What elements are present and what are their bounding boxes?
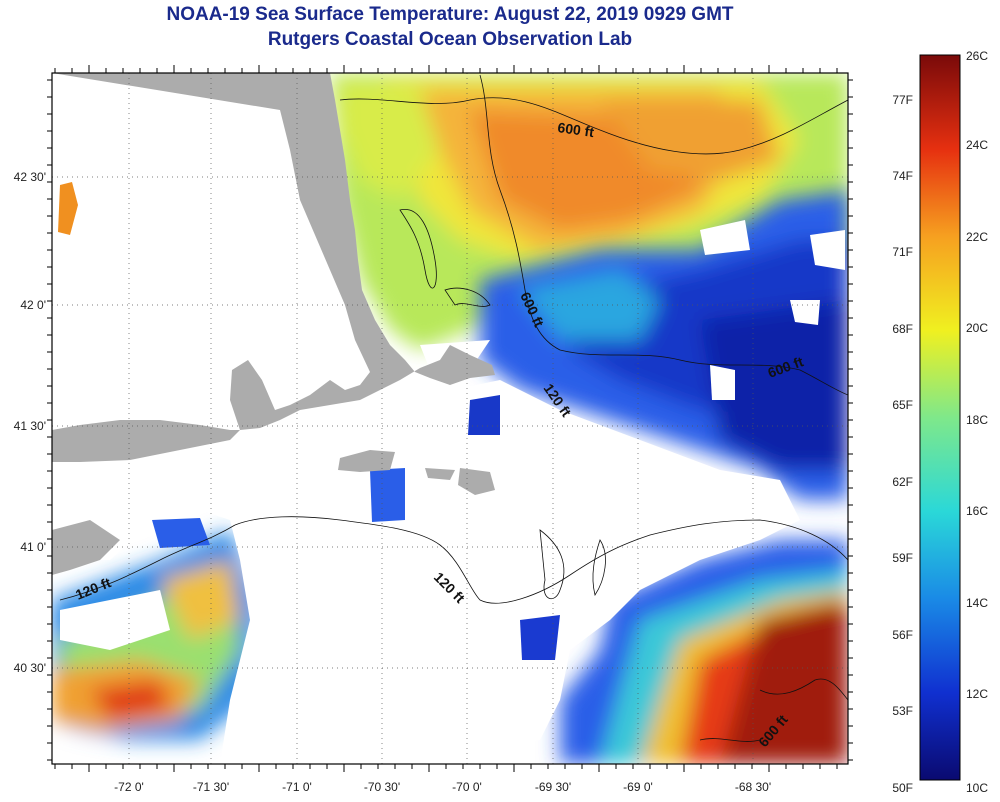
colorbar-fahrenheit-label: 59F bbox=[892, 551, 913, 565]
colorbar-celsius-label: 12C bbox=[966, 687, 988, 701]
plot-frame bbox=[51, 72, 849, 765]
colorbar-celsius-label: 22C bbox=[966, 230, 988, 244]
colorbar-fahrenheit-label: 62F bbox=[892, 475, 913, 489]
colorbar-celsius-label: 26C bbox=[966, 49, 988, 63]
colorbar-fahrenheit-label: 74F bbox=[892, 169, 913, 183]
longitude-label: -72 0' bbox=[114, 780, 144, 794]
longitude-label: -71 0' bbox=[282, 780, 312, 794]
cloud-cover bbox=[52, 220, 845, 764]
colorbar-fahrenheit-label: 68F bbox=[892, 322, 913, 336]
colorbar-celsius-label: 10C bbox=[966, 781, 988, 795]
sst-field bbox=[52, 73, 848, 764]
colorbar-celsius-label: 24C bbox=[966, 138, 988, 152]
graticule bbox=[52, 73, 848, 764]
latitude-label: 41 30' bbox=[14, 419, 46, 433]
longitude-label: -70 0' bbox=[452, 780, 482, 794]
colorbar-fahrenheit-labels: 77F 74F 71F 68F 65F 62F 59F 56F 53F 50F bbox=[892, 93, 913, 795]
land-mass bbox=[52, 73, 495, 462]
colorbar-fahrenheit-label: 50F bbox=[892, 781, 913, 795]
colorbar-celsius-label: 16C bbox=[966, 504, 988, 518]
depth-contours bbox=[59, 74, 848, 742]
map-title: NOAA-19 Sea Surface Temperature: August … bbox=[166, 4, 734, 25]
colorbar-fahrenheit-label: 65F bbox=[892, 398, 913, 412]
latitude-label: 42 30' bbox=[14, 170, 46, 184]
colorbar-fahrenheit-label: 77F bbox=[892, 93, 913, 107]
map-subtitle: Rutgers Coastal Ocean Observation Lab bbox=[267, 29, 633, 50]
longitude-label: -68 30' bbox=[735, 780, 771, 794]
colorbar bbox=[919, 54, 961, 781]
colorbar-fahrenheit-label: 71F bbox=[892, 245, 913, 259]
latitude-label: 42 0' bbox=[20, 298, 46, 312]
contour-label: 600 ft bbox=[557, 119, 596, 140]
longitude-labels: -72 0' -71 30' -71 0' -70 30' -70 0' -69… bbox=[114, 780, 771, 794]
colorbar-celsius-label: 20C bbox=[966, 321, 988, 335]
colorbar-fahrenheit-label: 56F bbox=[892, 628, 913, 642]
colorbar-celsius-label: 18C bbox=[966, 413, 988, 427]
longitude-label: -69 30' bbox=[535, 780, 571, 794]
longitude-label: -69 0' bbox=[623, 780, 653, 794]
colorbar-celsius-label: 14C bbox=[966, 596, 988, 610]
longitude-label: -70 30' bbox=[364, 780, 400, 794]
latitude-labels: 42 30' 42 0' 41 30' 41 0' 40 30' bbox=[14, 170, 46, 675]
colorbar-fahrenheit-label: 53F bbox=[892, 704, 913, 718]
axis-ticks bbox=[47, 65, 853, 772]
latitude-label: 41 0' bbox=[20, 540, 46, 554]
latitude-label: 40 30' bbox=[14, 661, 46, 675]
longitude-label: -71 30' bbox=[193, 780, 229, 794]
colorbar-celsius-labels: 26C 24C 22C 20C 18C 16C 14C 12C 10C bbox=[966, 49, 988, 795]
